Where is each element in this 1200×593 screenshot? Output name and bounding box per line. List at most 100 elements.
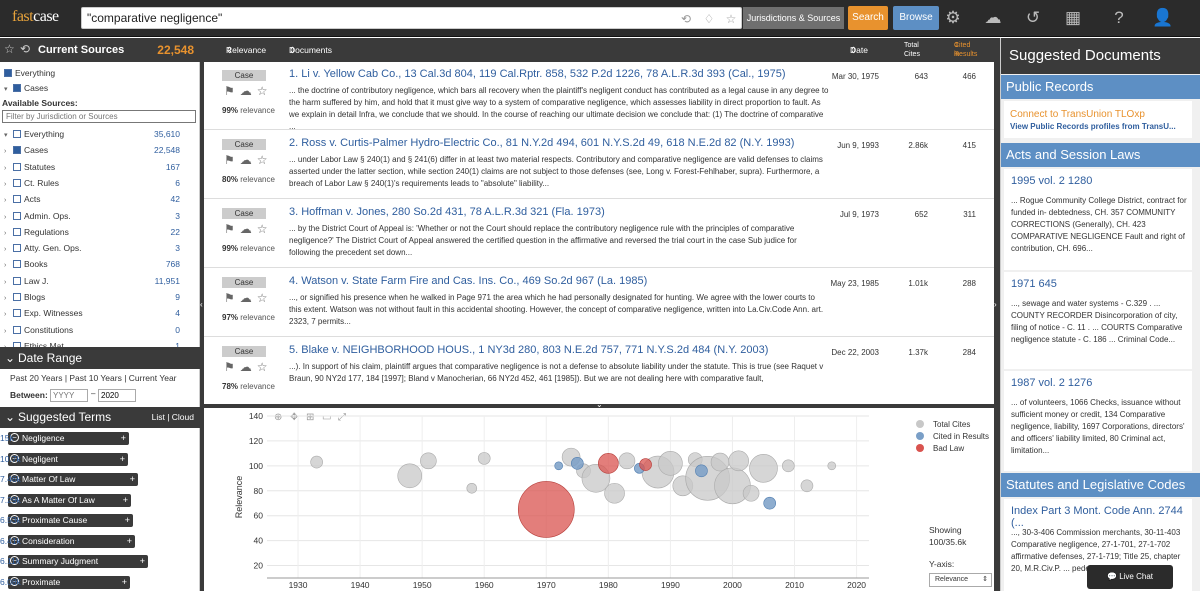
date-to-input[interactable] <box>98 389 136 402</box>
history-icon[interactable]: ⟲ <box>20 42 31 56</box>
flag-icon[interactable]: ⚑ <box>224 360 240 374</box>
source-checkbox[interactable] <box>13 260 21 269</box>
browse-button[interactable]: Browse <box>893 6 939 30</box>
data-point-bad[interactable] <box>598 453 619 474</box>
source-item[interactable]: › Exp. Witnesses 4 <box>4 306 200 321</box>
data-point-bad[interactable] <box>639 458 652 471</box>
suggested-term-chip[interactable]: − Proximate + <box>8 575 130 589</box>
add-term-icon[interactable]: + <box>126 535 132 546</box>
add-term-icon[interactable]: + <box>120 433 126 443</box>
cloud-download-icon[interactable]: ☁ <box>984 8 1002 27</box>
act-title[interactable]: 1987 vol. 2 1276 <box>1011 377 1093 389</box>
add-term-icon[interactable]: + <box>129 474 135 484</box>
date-presets[interactable]: Past 20 Years | Past 10 Years | Current … <box>10 373 177 383</box>
zoom-in-icon[interactable]: ⊕ <box>274 412 282 423</box>
suggested-term-chip[interactable]: − Negligent + <box>8 452 128 466</box>
act-title[interactable]: 1995 vol. 2 1280 <box>1011 175 1093 187</box>
remove-term-icon[interactable]: − <box>10 535 19 545</box>
reset-zoom-icon[interactable]: ⊞ <box>306 412 314 423</box>
data-point-cited[interactable] <box>571 457 584 470</box>
sort-relevance[interactable]: Relevance ⇕ <box>226 45 267 55</box>
data-point-total[interactable] <box>742 484 760 502</box>
source-item[interactable]: › Atty. Gen. Ops. 3 <box>4 241 200 256</box>
source-item[interactable]: › Statutes 167 <box>4 160 200 175</box>
suggested-term-chip[interactable]: − As A Matter Of Law + <box>8 493 131 507</box>
download-icon[interactable]: ☁ <box>239 222 257 236</box>
current-source-everything[interactable]: Everything <box>4 66 55 81</box>
source-item[interactable]: ▾ Everything 35,610 <box>4 127 200 142</box>
data-point-total[interactable] <box>397 463 423 489</box>
data-point-total[interactable] <box>310 455 323 469</box>
fullscreen-icon[interactable]: ⤢ <box>338 412 346 423</box>
alert-icon[interactable]: ♢ <box>703 12 715 26</box>
data-point-total[interactable] <box>749 454 778 483</box>
select-box-icon[interactable]: ▭ <box>322 412 331 423</box>
term-count[interactable]: 7.29k <box>0 494 21 505</box>
act-card[interactable]: 1987 vol. 2 1276 ... of volunteers, 1066 … <box>1004 371 1192 471</box>
expand-arrow-icon[interactable]: › <box>4 278 7 286</box>
add-term-icon[interactable]: + <box>119 453 125 464</box>
suggested-term-chip[interactable]: − Consideration + <box>8 534 135 548</box>
bubble-chart[interactable]: ⊕ ✥ ⊞ ▭ ⤢ 20 40 60 80 100 120 140 1930 1940 1950 1960 19… <box>204 408 994 591</box>
star-icon[interactable]: ☆ <box>725 12 737 26</box>
source-checkbox[interactable] <box>13 178 21 187</box>
statute-title[interactable]: Index Part 3 Mont. Code Ann. 2744 (... <box>1011 505 1183 529</box>
add-term-icon[interactable]: + <box>139 556 145 566</box>
term-count[interactable]: 15k <box>0 433 14 443</box>
source-item[interactable]: › Ct. Rules 6 <box>4 176 200 191</box>
expand-arrow-icon[interactable]: › <box>4 213 7 221</box>
data-point-total[interactable] <box>800 479 814 493</box>
source-checkbox[interactable] <box>13 146 21 155</box>
remove-term-icon[interactable]: − <box>10 474 19 483</box>
source-item[interactable]: › Regulations 22 <box>4 225 200 240</box>
result-title-link[interactable]: 3. Hoffman v. Jones, 280 So.2d 431, 78 A… <box>289 206 605 218</box>
source-checkbox[interactable] <box>13 325 21 334</box>
result-title-link[interactable]: 4. Watson v. State Farm Fire and Cas. In… <box>289 275 648 287</box>
data-point-total[interactable] <box>420 452 437 470</box>
yaxis-select[interactable]: Relevance ⇕ <box>929 573 992 587</box>
jurisdictions-sources-button[interactable]: Jurisdictions & Sources <box>743 7 844 29</box>
expand-arrow-icon[interactable]: › <box>4 262 7 270</box>
source-checkbox[interactable] <box>13 195 21 204</box>
term-count[interactable]: 6.53k <box>0 515 21 525</box>
act-card[interactable]: 1971 645 ..., sewage and water systems - … <box>1004 272 1192 369</box>
data-point-cited[interactable] <box>554 461 563 471</box>
date-from-input[interactable] <box>50 389 88 402</box>
result-title-link[interactable]: 5. Blake v. NEIGHBORHOOD HOUS., 1 NY3d 2… <box>289 344 769 356</box>
data-point-total[interactable] <box>466 482 478 494</box>
source-checkbox[interactable] <box>13 211 21 220</box>
expand-arrow-icon[interactable]: ▾ <box>4 132 8 139</box>
left-collapse-bar[interactable]: ‹ <box>200 38 204 591</box>
star-icon[interactable]: ☆ <box>256 153 273 167</box>
source-item[interactable]: › Cases 22,548 <box>4 143 200 158</box>
term-count[interactable]: 6.08k <box>0 576 21 587</box>
add-term-icon[interactable]: + <box>122 494 128 505</box>
remove-term-icon[interactable]: − <box>10 556 19 565</box>
add-term-icon[interactable]: + <box>124 515 130 525</box>
expand-arrow-icon[interactable]: › <box>4 229 7 237</box>
filter-sources-input[interactable] <box>2 110 196 123</box>
list-cloud-toggle[interactable]: List | Cloud <box>151 412 194 422</box>
source-checkbox[interactable] <box>13 227 21 236</box>
expand-arrow-icon[interactable]: › <box>4 327 7 335</box>
source-checkbox[interactable] <box>13 130 21 138</box>
suggested-terms-header[interactable]: ⌄ Suggested Terms List | Cloud <box>0 407 200 428</box>
expand-arrow-icon[interactable]: › <box>4 295 7 302</box>
flag-icon[interactable]: ⚑ <box>224 291 240 305</box>
act-card[interactable]: 1995 vol. 2 1280 ... Rogue Community Coll… <box>1004 169 1192 270</box>
expand-arrow-icon[interactable]: › <box>4 180 7 188</box>
data-point-cited[interactable] <box>763 496 777 510</box>
history-icon[interactable]: ⟲ <box>680 12 692 26</box>
star-icon[interactable]: ☆ <box>4 42 15 56</box>
term-count[interactable]: 10.7k <box>0 453 21 464</box>
expand-arrow-icon[interactable]: › <box>4 246 7 254</box>
download-icon[interactable]: ☁ <box>239 291 257 305</box>
remove-term-icon[interactable]: − <box>10 453 19 463</box>
source-checkbox[interactable] <box>13 293 21 301</box>
sort-cited-in-results[interactable]: Cited in ⇕ Results <box>954 42 978 58</box>
remove-term-icon[interactable]: − <box>10 494 19 504</box>
sort-date[interactable]: Date ⇕ <box>850 45 868 55</box>
fastcase-logo[interactable]: fastcase <box>12 8 59 25</box>
data-point-total[interactable] <box>604 482 625 504</box>
apps-grid-icon[interactable]: ▦ <box>1064 8 1082 27</box>
